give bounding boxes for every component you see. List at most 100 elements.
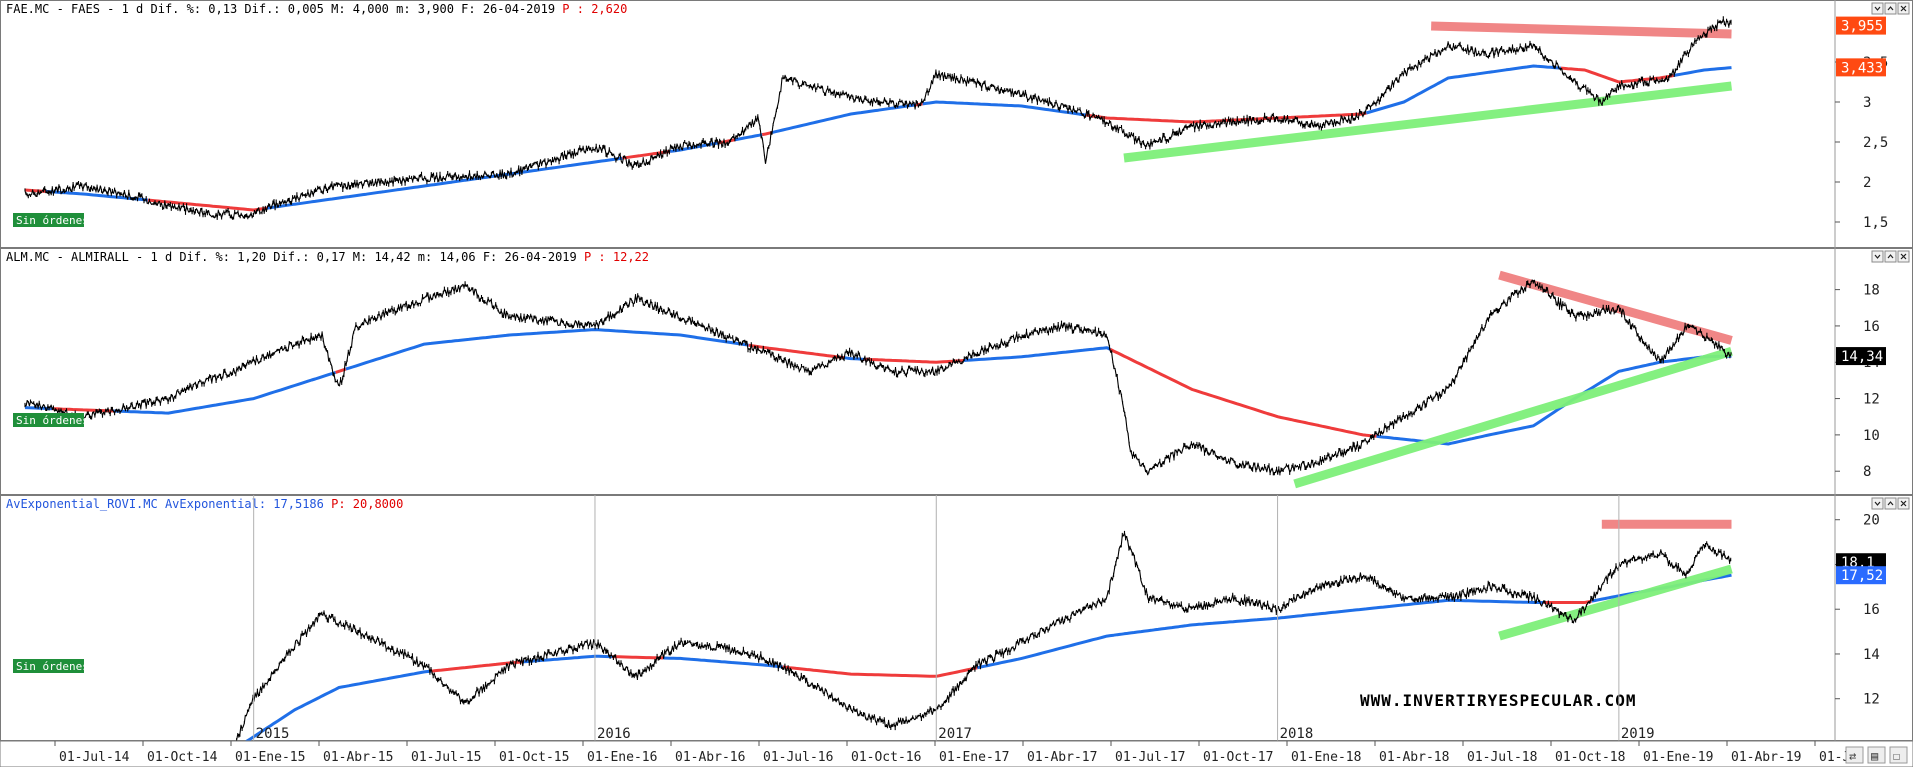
orders-badge[interactable]: Sin órdenes xyxy=(13,213,89,227)
moving-average-segment xyxy=(1543,599,1592,604)
moving-average-segment xyxy=(147,198,268,212)
maximize-icon[interactable] xyxy=(1884,250,1897,263)
year-label: 2017 xyxy=(938,726,972,742)
price-tag-label: 3,955 xyxy=(1841,19,1883,35)
moving-average-segment xyxy=(734,133,763,142)
y-tick-label: 2 xyxy=(1863,175,1871,191)
moving-average-segment xyxy=(748,343,845,360)
panel-frame xyxy=(0,248,1913,495)
svg-text:⇄: ⇄ xyxy=(1849,749,1856,763)
year-label: 2015 xyxy=(256,726,290,742)
panel-header: ALM.MC - ALMIRALL - 1 d Dif. %: 1,20 Dif… xyxy=(6,250,649,264)
x-tick-label: 01-Jul-15 xyxy=(411,750,481,765)
panel-header-segment: P : 2,620 xyxy=(562,2,627,16)
price-series xyxy=(24,16,1732,220)
x-tick-label: 01-Abr-16 xyxy=(675,750,745,765)
panel-header-segment: P: 20,8000 xyxy=(331,497,403,511)
year-label: 2016 xyxy=(597,726,631,742)
panel-1: FAE.MC - FAES - 1 d Dif. %: 0,13 Dif.: 0… xyxy=(0,0,1913,248)
price-tag: 14,34 xyxy=(1836,347,1886,366)
support-trendline xyxy=(1293,347,1733,489)
close-icon[interactable] xyxy=(1897,497,1910,510)
x-tick-label: 01-J xyxy=(1819,750,1850,765)
minimize-icon[interactable] xyxy=(1871,497,1884,510)
watermark-text: WWW.INVERTIRYESPECULAR.COM xyxy=(1360,691,1636,710)
support-trendline xyxy=(1123,81,1733,163)
price-tag-label: 3,433 xyxy=(1841,60,1883,76)
maximize-icon[interactable] xyxy=(1884,497,1897,510)
moving-average-segment xyxy=(1109,348,1377,438)
support-trendline xyxy=(1498,564,1733,641)
y-tick-label: 8 xyxy=(1863,464,1871,480)
y-tick-label: 10 xyxy=(1863,428,1880,444)
y-tick-label: 16 xyxy=(1863,602,1880,618)
minimize-icon[interactable] xyxy=(1871,2,1884,15)
maximize-icon[interactable] xyxy=(1884,2,1897,15)
x-tick-label: 01-Oct-18 xyxy=(1555,750,1625,765)
orders-badge[interactable]: Sin órdenes xyxy=(13,413,89,427)
moving-average-segment xyxy=(1365,64,1561,115)
resistance-trendline xyxy=(1431,21,1732,39)
save-icon[interactable]: ▤ xyxy=(1867,746,1886,764)
panel-frame xyxy=(0,495,1913,741)
moving-average-segment xyxy=(52,407,114,413)
moving-average-segment xyxy=(1560,66,1674,84)
x-tick-label: 01-Oct-15 xyxy=(499,750,569,765)
year-label: 2018 xyxy=(1280,726,1314,742)
moving-average-segment xyxy=(235,669,432,750)
moving-average-segment xyxy=(267,156,623,210)
svg-text:☐: ☐ xyxy=(1893,749,1900,763)
moving-average-segment xyxy=(622,149,671,160)
price-tag-label: 14,34 xyxy=(1841,349,1883,365)
x-tick-label: 01-Jul-18 xyxy=(1467,750,1537,765)
y-tick-label: 2,5 xyxy=(1863,135,1888,151)
transfer-icon[interactable]: ⇄ xyxy=(1845,746,1864,764)
price-tag: 3,955 xyxy=(1836,16,1886,35)
y-tick-label: 1,5 xyxy=(1863,215,1888,231)
orders-badge-bg xyxy=(13,659,84,673)
x-tick-label: 01-Abr-15 xyxy=(323,750,393,765)
panel-header-segment: FAE.MC - FAES - 1 d Dif. %: 0,13 Dif.: 0… xyxy=(6,2,562,16)
price-tag-bg xyxy=(1836,566,1886,585)
x-tick-label: 01-Abr-18 xyxy=(1379,750,1449,765)
price-tag-label: 17,52 xyxy=(1841,568,1883,584)
y-tick-label: 16 xyxy=(1863,319,1880,335)
y-tick-label: 12 xyxy=(1863,392,1880,408)
price-series xyxy=(236,530,1732,742)
x-tick-label: 01-Ene-19 xyxy=(1643,750,1713,765)
price-tag-bg xyxy=(1836,347,1886,366)
year-label: 2019 xyxy=(1621,726,1655,742)
price-tag: 3,433 xyxy=(1836,58,1886,77)
moving-average-segment xyxy=(1673,66,1732,77)
panel-header: AvExponential_ROVI.MC AvExponential: 17,… xyxy=(6,497,403,511)
close-icon[interactable] xyxy=(1897,250,1910,263)
moving-average-segment xyxy=(612,655,664,660)
checkbox-icon[interactable]: ☐ xyxy=(1889,746,1908,764)
orders-badge[interactable]: Sin órdenes xyxy=(13,659,89,673)
x-tick-label: 01-Oct-16 xyxy=(851,750,921,765)
x-tick-label: 01-Jul-14 xyxy=(59,750,130,765)
moving-average-segment xyxy=(1086,111,1367,124)
minimize-icon[interactable] xyxy=(1871,250,1884,263)
close-icon[interactable] xyxy=(1897,2,1910,15)
moving-average-line xyxy=(24,328,1732,446)
panel-frame xyxy=(0,0,1913,248)
price-tag: 17,52 xyxy=(1836,566,1886,585)
orders-badge-label: Sin órdenes xyxy=(16,660,89,673)
orders-badge-label: Sin órdenes xyxy=(16,414,89,427)
moving-average-segment xyxy=(864,357,964,364)
x-tick-label: 01-Oct-14 xyxy=(147,750,218,765)
price-tag-bg xyxy=(1836,16,1886,35)
svg-text:▤: ▤ xyxy=(1871,749,1878,763)
moving-average-segment xyxy=(430,660,524,673)
y-tick-label: 18 xyxy=(1863,283,1880,299)
price-tag-bg xyxy=(1836,58,1886,77)
panel-header-segment: ALM.MC - ALMIRALL - 1 d Dif. %: 1,20 Dif… xyxy=(6,250,584,264)
x-tick-label: 01-Oct-17 xyxy=(1203,750,1273,765)
orders-badge-bg xyxy=(13,213,84,227)
x-tick-label: 01-Ene-15 xyxy=(235,750,305,765)
panel-3: AvExponential_ROVI.MC AvExponential: 17,… xyxy=(0,495,1913,750)
x-tick-label: 01-Ene-17 xyxy=(939,750,1009,765)
x-tick-label: 01-Ene-16 xyxy=(587,750,657,765)
